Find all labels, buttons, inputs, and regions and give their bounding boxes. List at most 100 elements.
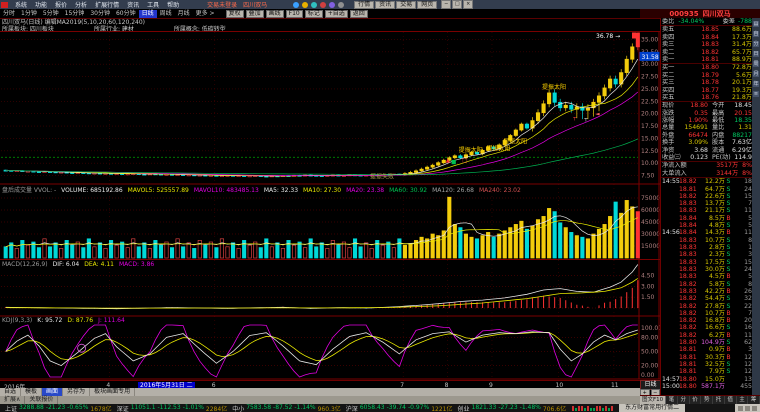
indicator-value: KDJ(9,3,3) <box>2 317 33 324</box>
bid-row-volume: 19.3万 <box>732 86 752 94</box>
tick-volume: 30.3万 <box>705 353 725 361</box>
strip-item-自[interactable]: 自 <box>753 31 759 37</box>
period-item-60分钟[interactable]: 60分钟 <box>115 9 136 17</box>
mini-tab-主[interactable]: 主 <box>736 396 749 405</box>
tool-button-标记[interactable]: 标记 <box>304 9 323 18</box>
x-axis: 2016年5月31日 二 2016年 4 6 7 8 9 10 11 <box>0 380 640 391</box>
broker-connection-label[interactable]: 东方财富常用行情二 <box>619 404 686 412</box>
tool-button-F10[interactable]: F10 <box>285 9 303 18</box>
svg-text:30.00: 30.00 <box>641 61 658 68</box>
mail-icon[interactable] <box>320 1 327 8</box>
scissors-icon[interactable] <box>311 1 318 8</box>
period-item-更多 >[interactable]: 更多 > <box>195 9 215 17</box>
tick-side: S <box>726 339 731 347</box>
menu-item-帮助[interactable]: 帮助 <box>167 2 180 9</box>
theme-icon[interactable] <box>302 1 309 8</box>
svg-text:■: ■ <box>451 160 456 166</box>
period-item-1分钟[interactable]: 1分钟 <box>21 9 37 17</box>
sub-tab-扩展∧[interactable]: 扩展∧ <box>0 396 26 404</box>
flow-label: 净流入额 <box>662 162 687 170</box>
index-quote-深证[interactable]: 深证 11051.1 -112.53 -1.01% 2284亿 <box>117 404 228 412</box>
page-tab-模板[interactable]: 模板 <box>21 388 43 396</box>
x-axis-label: 7 <box>400 382 405 389</box>
mini-tab-笔[interactable]: 笔 <box>666 396 678 405</box>
settings-icon[interactable] <box>338 1 345 8</box>
stat-label: 换手 <box>662 139 675 147</box>
umbrella-icon[interactable] <box>329 1 336 8</box>
page-tab-板块画面专用[interactable]: 板块画面专用 <box>90 388 136 396</box>
index-amount: 2284亿 <box>205 405 228 412</box>
period-item-周线[interactable]: 周线 <box>159 9 172 17</box>
tool-button-画线[interactable]: 画线 <box>265 9 284 18</box>
tick-count: 20 <box>744 317 752 325</box>
period-item-15分钟[interactable]: 15分钟 <box>64 9 85 17</box>
tool-button-叠加[interactable]: 叠加 <box>245 9 264 18</box>
tick-time: 14:56 <box>662 229 680 237</box>
tick-count: 24 <box>744 265 752 273</box>
index-name: 创业 <box>457 405 470 412</box>
strip-item-周[interactable]: 周 <box>753 61 759 67</box>
index-quote-创业[interactable]: 创业 1821.33 -27.23 -1.48% 706.6亿 <box>457 404 566 412</box>
bid-row-label: 买二 <box>662 71 675 79</box>
menu-item-扩展行情[interactable]: 扩展行情 <box>95 2 120 9</box>
tick-volume: 14.3万 <box>705 229 725 237</box>
sub-tab-关联报价[interactable]: 关联报价 <box>25 396 59 404</box>
menu-item-工具[interactable]: 工具 <box>147 2 160 9</box>
tick-side: S <box>726 302 731 310</box>
tool-button-复权[interactable]: 复权 <box>225 9 244 18</box>
menu-item-分析[interactable]: 分析 <box>75 2 88 9</box>
x-axis-label: 8 <box>444 382 449 389</box>
strip-item-分[interactable]: 分 <box>753 41 759 47</box>
page-tab-另存为[interactable]: 另存为 <box>63 388 91 396</box>
menu-item-报价[interactable]: 报价 <box>55 2 68 9</box>
tool-button-返回[interactable]: 返回 <box>349 9 368 18</box>
mini-tab-势[interactable]: 势 <box>701 396 714 405</box>
titlebar-button-资讯[interactable]: 资讯 <box>375 0 396 9</box>
bid-row-label: 买一 <box>662 64 675 72</box>
stat-value: 3.09% <box>688 139 708 147</box>
strip-item-月[interactable]: 月 <box>753 71 759 77</box>
close-button[interactable]: × <box>463 0 474 9</box>
mini-tab-分[interactable]: 分 <box>677 396 690 405</box>
titlebar-button-网页[interactable]: 网页 <box>417 0 438 9</box>
stat-label2: 量比 <box>712 124 725 132</box>
refresh-icon[interactable] <box>293 1 300 8</box>
titlebar-button-交易[interactable]: 交易 <box>396 0 417 9</box>
index-quote-上证[interactable]: 上证 3288.88 -21.23 -0.65% 1678亿 <box>5 404 112 412</box>
menu-item-功能[interactable]: 功能 <box>35 2 48 9</box>
index-quote-中小[interactable]: 中小 7583.58 -87.52 -1.14% 960.3亿 <box>232 404 341 412</box>
page-tab-画面[interactable]: 画面 <box>42 388 64 396</box>
page-tab-自选[interactable]: 自选 <box>0 388 22 396</box>
period-item-分时[interactable]: 分时 <box>3 9 16 17</box>
bid-row-volume: 72.8万 <box>732 64 752 72</box>
menu-item-系统[interactable]: 系统 <box>15 2 28 9</box>
tick-volume: 0.9万 <box>708 346 725 354</box>
period-item-30分钟[interactable]: 30分钟 <box>90 9 110 17</box>
mini-tab-托[interactable]: 托 <box>713 396 725 405</box>
flow-value: 3144万 <box>716 169 739 177</box>
strip-item-▤[interactable]: ▤ <box>753 21 759 27</box>
tick-list[interactable]: 14:55 18.82 12.2万 S 18 18.81 64.7万 S 24 18.82 22.6… <box>661 177 753 390</box>
menu-item-资讯[interactable]: 资讯 <box>127 2 140 9</box>
period-item-月线[interactable]: 月线 <box>177 9 190 17</box>
strip-item-日[interactable]: 日 <box>753 51 759 57</box>
strip-item-≡[interactable]: ≡ <box>753 91 759 97</box>
chart-area[interactable]: 35.0032.5030.0027.5025.0022.5020.0017.50… <box>0 31 662 380</box>
period-item-日线[interactable]: 日线 <box>138 9 157 18</box>
f10-tab[interactable]: 图文F10 <box>640 396 667 405</box>
titlebar-button-行情[interactable]: 行情 <box>354 0 375 9</box>
tick-side: B <box>726 309 731 317</box>
strip-item-年[interactable]: 年 <box>753 81 759 87</box>
tick-volume: 587.1万 <box>701 382 725 390</box>
tick-price: 18.82 <box>679 192 697 200</box>
minimize-button[interactable]: ─ <box>441 0 452 9</box>
index-quote-沪深[interactable]: 沪深 6058.43 -39.74 -0.97% 1221亿 <box>346 404 453 412</box>
mini-tab-值[interactable]: 值 <box>724 396 737 405</box>
mini-tab-价[interactable]: 价 <box>689 396 702 405</box>
tool-button-+自选[interactable]: +自选 <box>324 9 348 18</box>
current-stock-hint: 四川双马 <box>243 2 268 9</box>
svg-text:□: □ <box>462 158 467 164</box>
tick-time <box>662 251 679 258</box>
maximize-button[interactable]: □ <box>452 0 463 9</box>
period-item-5分钟[interactable]: 5分钟 <box>42 9 59 17</box>
